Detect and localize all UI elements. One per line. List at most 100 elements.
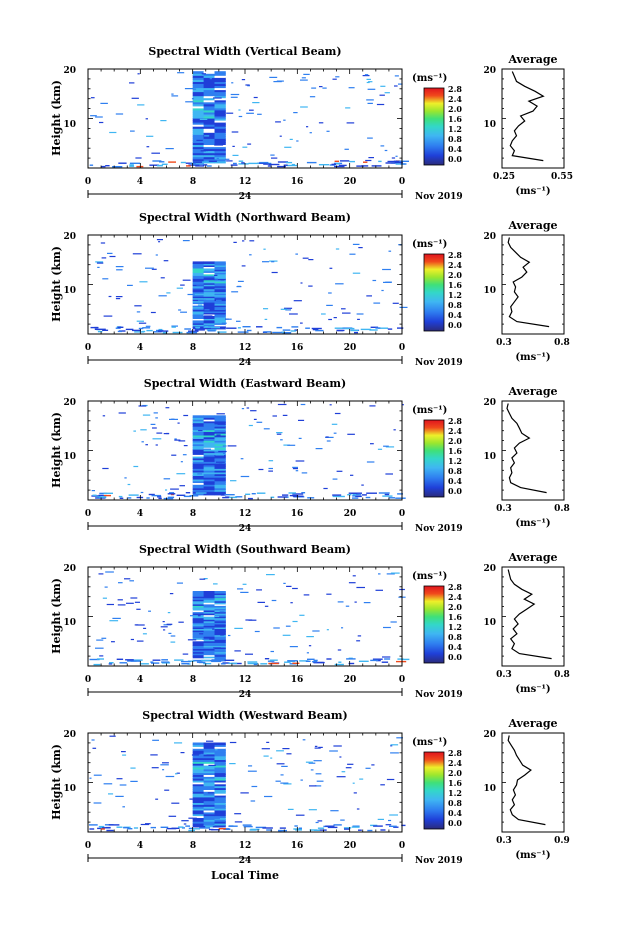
echo-cell — [397, 327, 404, 329]
echo-cell — [192, 101, 204, 105]
colorbar-tick-label: 0.4 — [448, 808, 462, 818]
echo-cell — [214, 776, 226, 779]
echo-cell — [217, 263, 222, 265]
echo-cell — [115, 296, 123, 298]
echo-cell — [284, 307, 293, 309]
echo-cell — [295, 253, 298, 255]
echo-cell — [192, 461, 204, 464]
echo-cell — [214, 751, 226, 755]
echo-cell — [345, 605, 350, 607]
echo-cell — [192, 432, 204, 436]
echo-cell — [203, 809, 215, 813]
echo-cell — [283, 119, 286, 121]
echo-cell — [214, 794, 226, 798]
echo-cell — [101, 257, 107, 259]
echo-cell — [214, 476, 226, 480]
echo-cell — [203, 763, 215, 766]
echo-cell — [203, 618, 215, 622]
panel-vertical-beam: Spectral Width (Vertical Beam) 20 10 Hei… — [50, 45, 573, 202]
echo-cell — [214, 122, 226, 125]
colorbar-tick-label: 0.8 — [448, 798, 462, 808]
echo-cell — [214, 623, 226, 626]
echo-cell — [203, 654, 215, 657]
echo-cell — [339, 160, 350, 162]
echo-cell — [280, 782, 289, 784]
echo-cell — [203, 753, 215, 757]
x-tick-label: 4 — [137, 177, 143, 187]
echo-cell — [214, 813, 226, 817]
profile-plot — [502, 400, 564, 501]
echo-cell — [148, 610, 151, 612]
echo-cell — [214, 609, 226, 613]
echo-cell — [300, 779, 303, 781]
echo-cell — [214, 77, 226, 80]
echo-cell — [238, 109, 241, 111]
echo-cell — [214, 320, 226, 324]
echo-cell — [214, 109, 226, 113]
echo-cell — [185, 101, 194, 103]
echo-cell — [227, 445, 237, 447]
echo-cell — [203, 785, 215, 789]
echo-cell — [203, 473, 215, 476]
echo-cell — [349, 160, 355, 163]
echo-cell — [213, 583, 218, 585]
echo-cell — [192, 807, 204, 811]
echo-cell — [192, 766, 204, 770]
echo-cell — [155, 417, 158, 419]
echo-cell — [203, 606, 215, 609]
echo-cell — [136, 496, 144, 499]
echo-cell — [203, 466, 215, 469]
echo-cell — [214, 768, 226, 772]
echo-cell — [203, 322, 215, 325]
echo-cell — [192, 265, 204, 269]
profile-frame — [501, 732, 565, 833]
colorbar-ticks: 2.82.42.01.61.20.80.40.0 — [448, 416, 462, 496]
echo-cell — [212, 826, 224, 828]
echo-cell — [192, 77, 204, 80]
echo-cell — [359, 778, 364, 780]
echo-cell — [203, 617, 215, 620]
echo-cell — [197, 473, 203, 475]
echo-cell — [196, 285, 203, 287]
echo-cell — [246, 112, 254, 114]
echo-cell — [127, 828, 133, 830]
echo-cell — [203, 443, 215, 447]
echo-cell — [301, 492, 306, 494]
echo-cell — [203, 626, 215, 629]
echo-cell — [340, 819, 345, 821]
echo-cell — [203, 140, 215, 143]
echo-cell — [308, 645, 312, 647]
echo-cell — [150, 754, 158, 756]
echo-cell — [170, 488, 179, 490]
profile-y-tick: 10 — [483, 784, 496, 794]
echo-cell — [203, 609, 215, 613]
echo-cell — [106, 829, 114, 832]
echo-cell — [203, 817, 215, 820]
echo-cell — [309, 132, 312, 134]
echo-cell — [192, 274, 204, 278]
echo-cell — [192, 746, 204, 749]
echo-cell — [152, 160, 162, 162]
x-tick-label: 4 — [137, 509, 143, 519]
echo-cell — [192, 644, 204, 648]
echo-cell — [282, 414, 288, 416]
echo-cell — [192, 618, 204, 622]
echo-cell — [138, 322, 147, 324]
echo-cell — [203, 132, 215, 135]
day-label: 24 — [239, 358, 252, 368]
echo-cell — [153, 412, 158, 414]
echo-cell — [203, 313, 215, 316]
echo-cell — [192, 87, 204, 91]
echo-cell — [300, 282, 303, 284]
echo-cell — [214, 618, 226, 622]
profile-y-tick: 20 — [483, 730, 496, 740]
echo-cell — [105, 165, 110, 167]
colorbar-tick-label: 0.8 — [448, 134, 462, 144]
echo-cell — [245, 493, 251, 495]
echo-cell — [192, 652, 204, 656]
echo-cell — [290, 330, 296, 332]
echo-cell — [203, 746, 215, 749]
echo-cell — [195, 492, 207, 494]
echo-cell — [192, 73, 204, 76]
